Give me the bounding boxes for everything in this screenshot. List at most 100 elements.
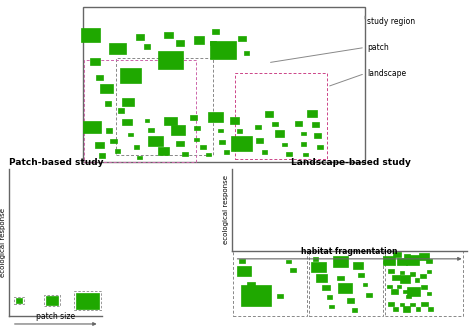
Bar — [333, 256, 348, 267]
Bar — [95, 142, 104, 148]
Bar — [241, 285, 271, 307]
Bar — [237, 266, 251, 276]
Bar — [307, 110, 317, 117]
Bar — [96, 75, 103, 80]
Text: ecological response: ecological response — [0, 208, 6, 277]
Bar — [393, 307, 398, 311]
Bar — [313, 257, 318, 261]
Bar — [137, 156, 142, 159]
Bar — [301, 142, 306, 146]
Bar — [206, 153, 211, 156]
Bar — [99, 153, 105, 158]
Bar — [14, 297, 24, 304]
Bar — [410, 272, 415, 276]
Bar — [105, 101, 111, 106]
Bar — [329, 305, 334, 308]
Bar — [403, 290, 408, 293]
Bar — [122, 119, 132, 125]
Bar — [244, 51, 249, 55]
Bar — [420, 274, 426, 278]
Bar — [421, 302, 428, 306]
Bar — [392, 275, 400, 280]
Bar — [158, 51, 183, 69]
Bar — [265, 111, 273, 117]
Bar — [406, 295, 411, 298]
Bar — [76, 293, 99, 309]
Bar — [116, 58, 213, 155]
Bar — [219, 140, 225, 144]
Bar — [309, 250, 383, 316]
Bar — [256, 138, 263, 143]
Bar — [415, 278, 419, 282]
Bar — [122, 98, 134, 106]
Bar — [427, 270, 431, 273]
Bar — [231, 136, 252, 151]
Bar — [406, 255, 419, 265]
Bar — [212, 29, 219, 34]
Bar — [322, 285, 330, 290]
Bar — [224, 150, 229, 154]
Bar — [46, 296, 58, 305]
Bar — [194, 126, 200, 130]
Bar — [327, 295, 332, 299]
Bar — [148, 136, 163, 146]
Bar — [81, 28, 100, 42]
Bar — [144, 44, 150, 49]
Bar — [427, 292, 431, 295]
Bar — [290, 268, 296, 272]
Bar — [218, 129, 223, 132]
Bar — [393, 252, 401, 257]
Text: patch: patch — [367, 43, 389, 52]
Bar — [110, 139, 117, 143]
Bar — [388, 269, 394, 273]
Bar — [237, 129, 242, 133]
Bar — [397, 258, 407, 265]
Bar — [262, 150, 267, 154]
Bar — [247, 282, 255, 287]
Bar — [109, 43, 126, 54]
Bar — [400, 303, 404, 306]
Bar — [277, 294, 283, 298]
Bar — [176, 40, 184, 46]
Bar — [363, 283, 367, 286]
Bar — [400, 275, 410, 283]
Bar — [383, 256, 395, 265]
Bar — [421, 285, 427, 289]
Bar — [317, 145, 323, 149]
Bar — [200, 145, 206, 149]
Bar — [353, 262, 363, 269]
Bar — [74, 291, 101, 310]
Bar — [164, 117, 177, 125]
Bar — [128, 133, 133, 136]
Bar — [145, 119, 149, 122]
Text: landscape: landscape — [367, 69, 407, 78]
Bar — [388, 302, 394, 306]
Bar — [366, 293, 372, 297]
Bar — [16, 299, 22, 303]
Text: study region: study region — [367, 17, 416, 26]
Bar — [238, 36, 246, 41]
Bar — [136, 34, 144, 40]
Bar — [337, 276, 344, 280]
Bar — [44, 295, 60, 306]
Bar — [385, 250, 463, 316]
Bar — [100, 84, 113, 93]
Bar — [301, 132, 306, 135]
Bar — [295, 121, 302, 126]
Bar — [171, 125, 185, 135]
Bar — [314, 133, 321, 138]
Bar — [208, 112, 223, 122]
Bar — [176, 141, 184, 146]
Bar — [239, 259, 245, 263]
Bar — [210, 41, 236, 59]
Bar — [148, 128, 154, 132]
Bar — [190, 115, 197, 120]
Bar — [83, 7, 365, 162]
Bar — [115, 149, 120, 153]
Bar — [282, 143, 287, 146]
Bar — [255, 125, 261, 129]
Text: Landscape-based study: Landscape-based study — [291, 158, 410, 167]
Text: habitat fragmentation: habitat fragmentation — [301, 246, 398, 256]
Bar — [419, 253, 429, 260]
Bar — [194, 138, 199, 141]
